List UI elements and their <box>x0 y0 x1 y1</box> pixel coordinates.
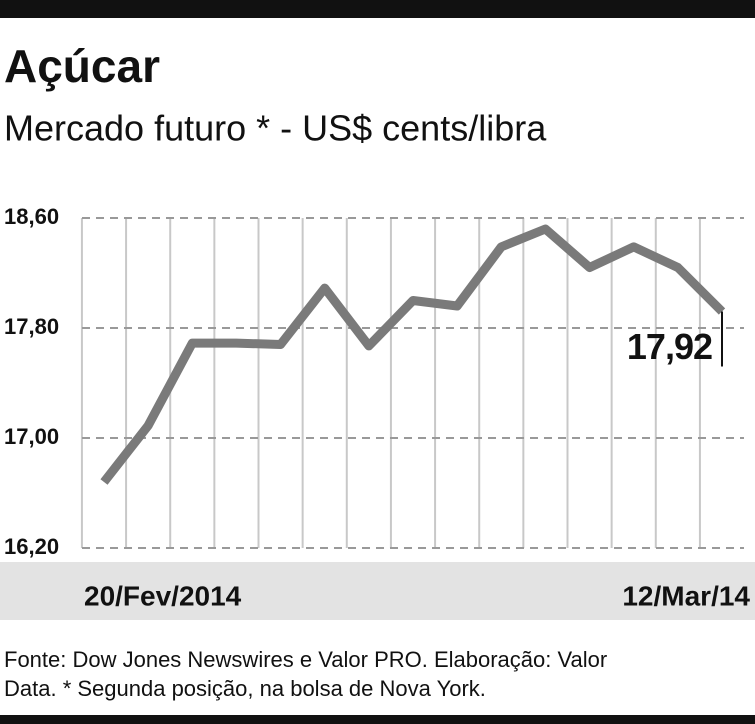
grid <box>80 217 744 549</box>
top-bar <box>0 0 755 18</box>
plot: 17,92 <box>100 224 726 485</box>
y-tick-label: 16,20 <box>4 534 59 559</box>
line <box>100 224 726 485</box>
source-line: Fonte: Dow Jones Newswires e Valor PRO. … <box>4 647 607 672</box>
bottom-bar <box>0 715 755 724</box>
x-axis-band <box>0 562 755 620</box>
source-line: Data. * Segunda posição, na bolsa de Nov… <box>4 676 486 701</box>
chart-title: Açúcar <box>4 40 160 92</box>
y-tick-label: 17,00 <box>4 424 59 449</box>
y-tick-label: 18,60 <box>4 204 59 229</box>
x-tick-label: 12/Mar/14 <box>622 580 750 611</box>
chart-subtitle: Mercado futuro * - US$ cents/libra <box>4 108 547 149</box>
x-tick-label: 20/Fev/2014 <box>84 580 242 611</box>
y-tick-label: 17,80 <box>4 314 59 339</box>
value-label: 17,92 <box>627 326 712 367</box>
